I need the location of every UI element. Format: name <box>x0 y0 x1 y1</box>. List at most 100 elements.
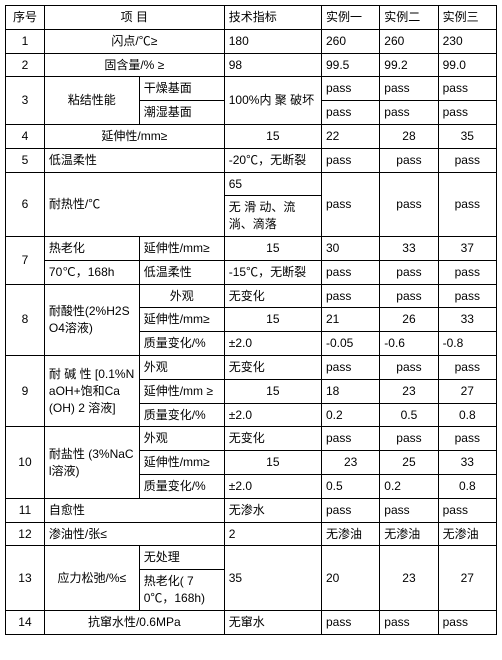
item: 70℃，168h <box>44 260 139 284</box>
row-14: 14 抗窜水性/0.6MPa 无窜水 pass pass pass <box>6 610 497 634</box>
row-7a: 7 热老化 延伸性/mm≥ 15 30 33 37 <box>6 236 497 260</box>
e1: 0.5 <box>321 474 379 498</box>
h-e3: 实例三 <box>438 6 496 30</box>
item: 耐热性/℃ <box>44 172 224 236</box>
spec: ±2.0 <box>224 332 321 356</box>
e2: 99.2 <box>380 53 438 77</box>
e3: 0.8 <box>438 403 496 427</box>
e1: 0.2 <box>321 403 379 427</box>
h-e1: 实例一 <box>321 6 379 30</box>
item: 耐盐性 (3%NaCl溶液) <box>44 427 139 498</box>
row-4: 4 延伸性/mm≥ 15 22 28 35 <box>6 124 497 148</box>
e2: pass <box>380 355 438 379</box>
spec: 98 <box>224 53 321 77</box>
no: 5 <box>6 148 45 172</box>
no: 2 <box>6 53 45 77</box>
e3: 35 <box>438 124 496 148</box>
e2: pass <box>380 260 438 284</box>
e1: pass <box>321 172 379 236</box>
no: 14 <box>6 610 45 634</box>
item: 应力松弛/%≤ <box>44 546 139 610</box>
item: 低温柔性 <box>44 148 224 172</box>
spec: 15 <box>224 308 321 332</box>
e1: pass <box>321 77 379 101</box>
sub: 干燥基面 <box>139 77 224 101</box>
item: 抗窜水性/0.6MPa <box>44 610 224 634</box>
row-13a: 13 应力松弛/%≤ 无处理 35 20 23 27 <box>6 546 497 570</box>
item: 渗油性/张≤ <box>44 522 224 546</box>
sub: 质量变化/% <box>139 332 224 356</box>
no: 9 <box>6 355 45 426</box>
e2: 33 <box>380 236 438 260</box>
e3: pass <box>438 172 496 236</box>
e2: pass <box>380 498 438 522</box>
e3: 33 <box>438 308 496 332</box>
no: 7 <box>6 236 45 284</box>
no: 12 <box>6 522 45 546</box>
spec: 15 <box>224 124 321 148</box>
e1: 20 <box>321 546 379 610</box>
spec: 15 <box>224 236 321 260</box>
h-no: 序号 <box>6 6 45 30</box>
e2: pass <box>380 610 438 634</box>
sub: 低温柔性 <box>139 260 224 284</box>
e2: 无渗油 <box>380 522 438 546</box>
item: 耐酸性(2%H2SO4溶液) <box>44 284 139 355</box>
spec: 100%内 聚 破坏 <box>224 77 321 125</box>
spec: 15 <box>224 379 321 403</box>
e3: pass <box>438 101 496 125</box>
e1: 18 <box>321 379 379 403</box>
e1: pass <box>321 260 379 284</box>
e2: pass <box>380 427 438 451</box>
sub: 外观 <box>139 355 224 379</box>
e2: pass <box>380 172 438 236</box>
spec-table: 序号 项 目 技术指标 实例一 实例二 实例三 1 闪点/℃≥ 180 260 … <box>5 5 497 635</box>
spec: 35 <box>224 546 321 610</box>
sub: 潮湿基面 <box>139 101 224 125</box>
e1: -0.05 <box>321 332 379 356</box>
e2: 23 <box>380 379 438 403</box>
item: 热老化 <box>44 236 139 260</box>
e2: 23 <box>380 546 438 610</box>
sub: 延伸性/mm≥ <box>139 308 224 332</box>
spec: 无渗水 <box>224 498 321 522</box>
spec: 2 <box>224 522 321 546</box>
header-row: 序号 项 目 技术指标 实例一 实例二 实例三 <box>6 6 497 30</box>
spec: ±2.0 <box>224 403 321 427</box>
e2: 25 <box>380 451 438 475</box>
row-11: 11 自愈性 无渗水 pass pass pass <box>6 498 497 522</box>
e3: pass <box>438 148 496 172</box>
row-1: 1 闪点/℃≥ 180 260 260 230 <box>6 29 497 53</box>
e1: pass <box>321 284 379 308</box>
sub: 延伸性/mm ≥ <box>139 379 224 403</box>
e2: 0.2 <box>380 474 438 498</box>
no: 13 <box>6 546 45 610</box>
spec: 无变化 <box>224 284 321 308</box>
e1: 22 <box>321 124 379 148</box>
spec: 15 <box>224 451 321 475</box>
e2: 260 <box>380 29 438 53</box>
spec: -15℃，无断裂 <box>224 260 321 284</box>
e2: 0.5 <box>380 403 438 427</box>
e3: 27 <box>438 379 496 403</box>
e1: pass <box>321 101 379 125</box>
e2: pass <box>380 148 438 172</box>
e3: pass <box>438 77 496 101</box>
e3: pass <box>438 284 496 308</box>
row-10a: 10 耐盐性 (3%NaCl溶液) 外观 无变化 pass pass pass <box>6 427 497 451</box>
item: 粘结性能 <box>44 77 139 125</box>
row-9a: 9 耐 碱 性 [0.1%NaOH+饱和Ca (OH) 2 溶液] 外观 无变化… <box>6 355 497 379</box>
item: 自愈性 <box>44 498 224 522</box>
sub: 延伸性/mm≥ <box>139 451 224 475</box>
e3: pass <box>438 355 496 379</box>
row-5: 5 低温柔性 -20℃，无断裂 pass pass pass <box>6 148 497 172</box>
row-3a: 3 粘结性能 干燥基面 100%内 聚 破坏 pass pass pass <box>6 77 497 101</box>
e2: pass <box>380 284 438 308</box>
no: 3 <box>6 77 45 125</box>
sub: 无处理 <box>139 546 224 570</box>
no: 6 <box>6 172 45 236</box>
e2: -0.6 <box>380 332 438 356</box>
spec: 无 滑 动、流淌、滴落 <box>224 196 321 237</box>
e1: pass <box>321 355 379 379</box>
e1: pass <box>321 498 379 522</box>
